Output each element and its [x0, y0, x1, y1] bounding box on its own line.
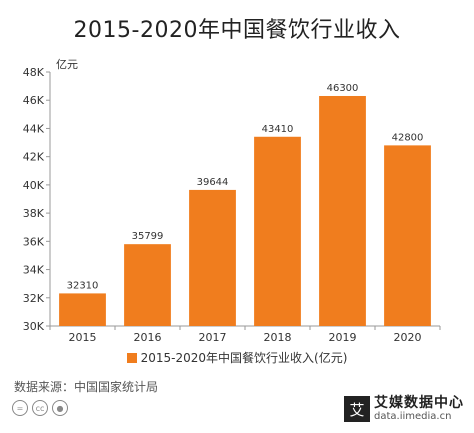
- y-tick-label: 46K: [23, 94, 45, 107]
- x-tick-label: 2019: [329, 331, 357, 344]
- logo-mark: 艾: [344, 396, 370, 423]
- legend: 2015-2020年中国餐饮行业收入(亿元): [0, 349, 474, 366]
- bar: [254, 136, 301, 326]
- brand-logo: 艾 艾媒数据中心 data.iimedia.cn: [344, 395, 464, 423]
- bar: [189, 189, 236, 326]
- y-tick-label: 30K: [23, 320, 45, 333]
- y-axis-unit-label: 亿元: [56, 58, 78, 71]
- data-label: 39644: [197, 177, 229, 188]
- y-tick-label: 40K: [23, 179, 45, 192]
- bar: [319, 95, 366, 326]
- legend-swatch: [126, 352, 137, 363]
- y-tick-label: 44K: [23, 122, 45, 135]
- x-axis: 2015 2016 2017 2018 2019 2020: [49, 325, 441, 344]
- bar: [59, 293, 106, 326]
- equals-icon: =: [12, 400, 28, 416]
- x-tick-label: 2017: [199, 331, 227, 344]
- license-icons: = cc ●: [12, 400, 72, 416]
- data-label: 46300: [327, 83, 359, 94]
- logo-name: 艾媒数据中心: [374, 395, 464, 411]
- logo-url: data.iimedia.cn: [374, 411, 452, 423]
- source-note: 数据来源：中国国家统计局: [14, 380, 159, 394]
- data-label: 43410: [262, 124, 294, 135]
- data-label: 32310: [67, 280, 99, 291]
- x-tick-label: 2016: [134, 331, 162, 344]
- y-tick-label: 48K: [23, 66, 45, 79]
- data-label: 35799: [132, 231, 164, 242]
- x-tick-label: 2018: [264, 331, 292, 344]
- chart-title: 2015-2020年中国餐饮行业收入: [73, 18, 401, 43]
- y-tick-label: 38K: [23, 207, 45, 220]
- x-tick-label: 2020: [394, 331, 422, 344]
- data-labels: 32310 35799 39644 43410 46300 42800: [67, 83, 424, 291]
- bar: [124, 244, 171, 326]
- x-tick-label: 2015: [69, 331, 97, 344]
- y-tick-label: 36K: [23, 235, 45, 248]
- person-icon: ●: [52, 400, 68, 416]
- y-tick-label: 34K: [23, 264, 45, 277]
- bar: [384, 145, 431, 326]
- cc-icon: cc: [32, 400, 48, 416]
- legend-label: 2015-2020年中国餐饮行业收入(亿元): [140, 351, 348, 365]
- y-axis: 30K 32K 34K 36K 38K 40K 42K 44K 46K 48K: [23, 66, 51, 333]
- data-label: 42800: [392, 132, 424, 143]
- y-tick-label: 42K: [23, 151, 45, 164]
- y-tick-label: 32K: [23, 292, 45, 305]
- bars: [59, 95, 431, 326]
